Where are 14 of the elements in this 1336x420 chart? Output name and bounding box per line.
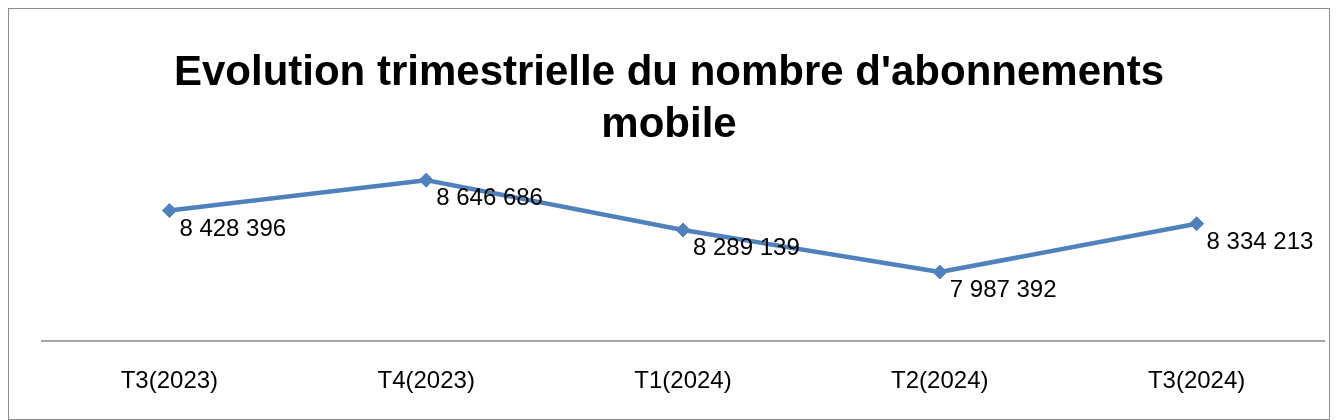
x-tick-label: T2(2024): [891, 366, 989, 394]
point: [161, 203, 177, 219]
x-tick-label: T3(2023): [120, 366, 219, 394]
x-tick-label: T3(2024): [1147, 366, 1246, 394]
point: [932, 264, 948, 280]
data-label: 8 428 396: [179, 213, 287, 241]
data-label: 8 334 213: [1206, 227, 1314, 255]
x-tick-label: T1(2024): [634, 366, 732, 394]
x-tick-label: T4(2023): [377, 366, 475, 394]
point: [675, 222, 691, 238]
data-label: 7 987 392: [949, 275, 1057, 303]
chart-title: Evolution trimestrielle du nombre d'abonnements mobile: [172, 46, 1166, 148]
point: [418, 172, 434, 188]
point: [1189, 216, 1205, 232]
